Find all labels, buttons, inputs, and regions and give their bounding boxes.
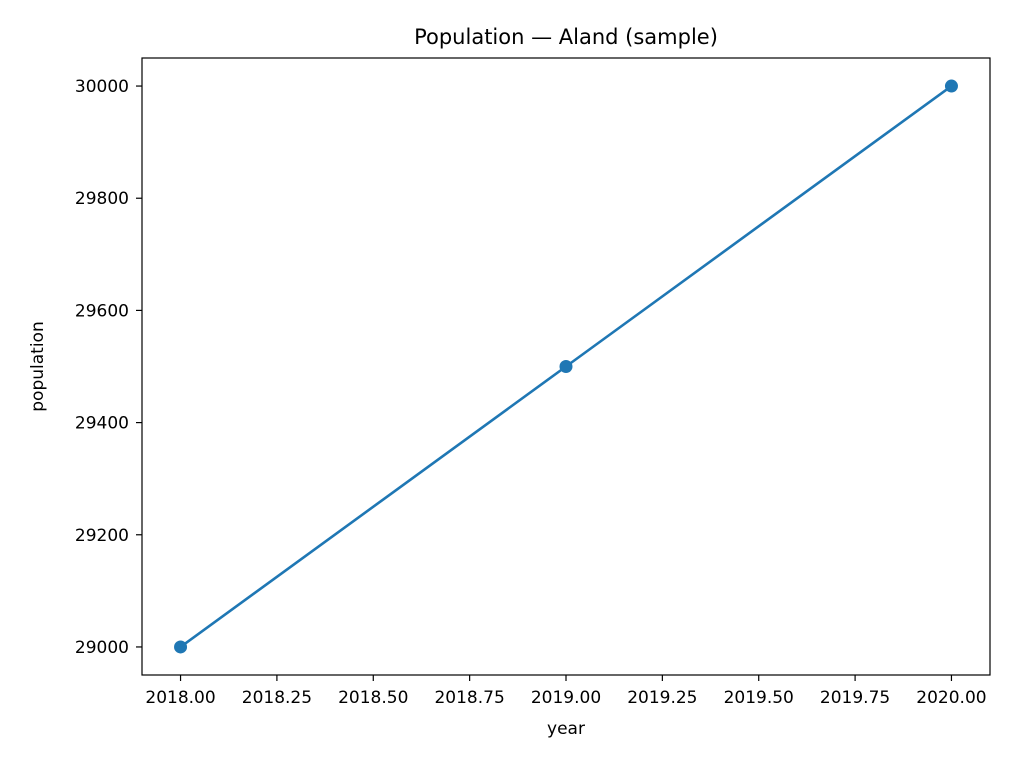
x-tick-label: 2018.75 — [434, 688, 504, 708]
y-axis-label: population — [28, 321, 48, 411]
data-point — [559, 360, 573, 373]
chart-title: Population — Aland (sample) — [414, 25, 718, 49]
y-tick-label: 29600 — [75, 301, 129, 321]
x-tick-label: 2018.50 — [338, 688, 408, 708]
x-tick-label: 2018.25 — [242, 688, 312, 708]
series-layer — [174, 79, 958, 654]
x-axis: 2018.00 2018.25 2018.50 2018.75 2019.00 2019.… — [145, 675, 987, 708]
x-tick-label: 2019.50 — [724, 688, 794, 708]
x-tick-label: 2018.00 — [145, 688, 215, 708]
x-tick-label: 2019.25 — [627, 688, 697, 708]
plot-frame — [141, 57, 991, 676]
y-tick-label: 29400 — [75, 414, 129, 434]
y-axis: 29000 29200 29400 29600 29800 30000 — [75, 77, 142, 658]
y-tick-label: 29200 — [75, 526, 129, 546]
x-axis-label: year — [547, 719, 585, 739]
x-tick-label: 2020.00 — [916, 688, 986, 708]
y-tick-label: 30000 — [75, 77, 129, 97]
x-tick-label: 2019.00 — [531, 688, 601, 708]
data-point — [944, 79, 958, 93]
y-tick-label: 29000 — [75, 638, 129, 658]
x-tick-label: 2019.75 — [820, 688, 890, 708]
data-point — [174, 640, 188, 654]
y-tick-label: 29800 — [75, 189, 129, 209]
